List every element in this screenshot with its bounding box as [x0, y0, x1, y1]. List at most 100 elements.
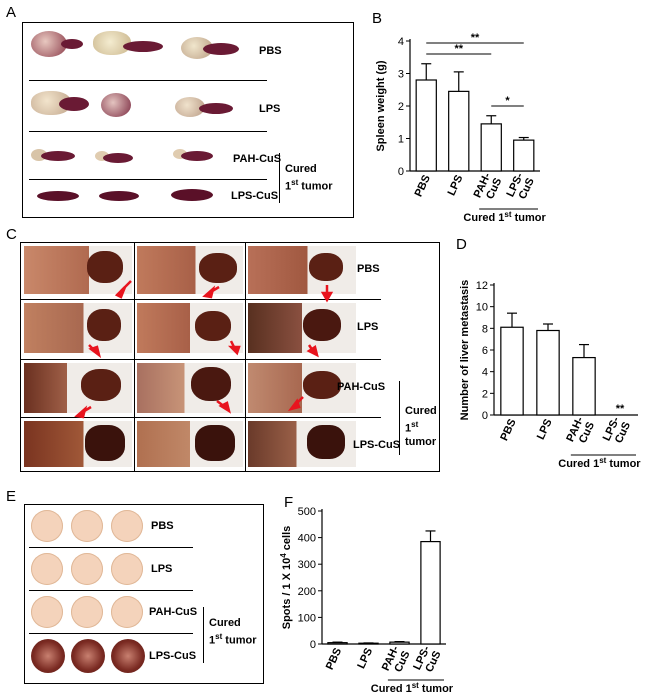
bar	[448, 90, 470, 172]
y-tick-label: 2	[482, 388, 488, 400]
y-axis-label: Spleen weight (g)	[375, 60, 387, 151]
y-tick-label: 10	[476, 302, 488, 314]
elispot-well	[31, 553, 63, 585]
significance-label: **	[454, 43, 463, 55]
bar	[572, 356, 596, 416]
y-tick-label: 3	[398, 69, 404, 81]
bar	[480, 123, 502, 172]
spleen-sample	[101, 93, 131, 117]
liver-photo	[87, 309, 121, 341]
y-tick-label: 8	[482, 323, 488, 335]
bar	[513, 139, 535, 172]
spleen-sample	[175, 97, 205, 117]
y-axis-label: Spots / 1 X 104 cells	[279, 526, 293, 630]
divider	[29, 590, 193, 591]
panel-label-a: A	[6, 4, 17, 21]
y-tick-label: 4	[398, 36, 404, 48]
group-label: Cured 1st tumor	[558, 456, 641, 470]
panel-e-photo: PBS LPS PAH-CuS LPS-CuS Cured 1st tumor	[24, 504, 264, 684]
group-label-pah-cus: PAH-CuS	[233, 153, 282, 165]
group-label-pah-cus: PAH-CuS	[149, 606, 198, 618]
panel-c-photo: PBS LPS PAH-CuS LPS-CuS Cured 1st tumor	[20, 242, 440, 472]
spleen-sample	[171, 189, 213, 201]
divider	[21, 299, 381, 300]
liver-photo	[195, 425, 235, 461]
significance-label: **	[471, 32, 480, 44]
spleen-sample	[199, 103, 233, 114]
significance-label: **	[616, 403, 625, 415]
spleen-sample	[181, 37, 213, 59]
bracket-label: Cured 1st tumor	[285, 163, 333, 193]
x-tick-label: PBS	[498, 417, 518, 443]
panel-label-c: C	[6, 226, 17, 243]
y-tick-label: 2	[398, 101, 404, 113]
spleen-sample	[99, 191, 139, 201]
y-tick-label: 0	[482, 410, 488, 422]
y-axis-label: Number of liver metastasis	[459, 280, 471, 421]
elispot-well	[111, 596, 143, 628]
divider	[29, 80, 267, 81]
elispot-well	[111, 510, 143, 542]
elispot-well	[71, 639, 105, 673]
liver-photo	[303, 371, 341, 399]
y-tick-label: 0	[398, 166, 404, 178]
spleen-sample	[203, 43, 239, 55]
elispot-well	[71, 553, 103, 585]
divider	[29, 131, 267, 132]
group-label-pbs: PBS	[357, 263, 380, 275]
bar	[415, 79, 437, 172]
column-divider	[245, 243, 246, 471]
chart-elispot-spots: 0 100 200 300 400 500 Spots / 1 X 104 cells PBS…	[279, 506, 454, 694]
x-tick-label: LPS-CuS	[504, 171, 536, 204]
divider	[21, 359, 381, 360]
bracket-line	[203, 607, 204, 663]
group-label-lps-cus: LPS-CuS	[231, 190, 279, 202]
divider	[29, 179, 267, 180]
elispot-well	[71, 596, 103, 628]
metastasis-arrows	[74, 280, 334, 419]
liver-photo	[303, 309, 341, 341]
group-label-lps: LPS	[357, 321, 379, 333]
x-tick-label: PAH-CuS	[472, 171, 505, 205]
spleen-sample	[59, 97, 89, 111]
spleen-sample	[41, 151, 75, 161]
bracket-line	[279, 153, 280, 203]
x-tick-label: LPS	[446, 173, 466, 197]
bar	[420, 540, 441, 645]
bar	[536, 329, 560, 416]
spleen-sample	[173, 149, 187, 159]
divider	[29, 547, 193, 548]
group-label-lps: LPS	[259, 103, 281, 115]
spleen-sample	[123, 41, 163, 52]
x-tick-label: LPS	[355, 646, 375, 670]
bracket-line	[399, 381, 400, 455]
x-tick-label: LPS-CuS	[601, 415, 633, 448]
column-divider	[134, 243, 135, 471]
spleen-sample	[37, 191, 79, 201]
liver-photo	[307, 425, 345, 459]
elispot-well	[71, 510, 103, 542]
group-label-lps: LPS	[151, 563, 173, 575]
group-label-pbs: PBS	[151, 520, 174, 532]
liver-photo	[199, 253, 237, 283]
x-tick-label: PBS	[413, 173, 433, 199]
y-tick-label: 0	[310, 639, 316, 651]
liver-photo	[195, 311, 231, 341]
y-tick-label: 4	[482, 367, 488, 379]
bracket-label: Cured 1st tumor	[405, 405, 437, 448]
liver-photo	[81, 369, 121, 401]
x-tick-label: LPS-CuS	[411, 644, 443, 677]
spleen-sample	[181, 151, 213, 161]
bracket-label: Cured 1st tumor	[209, 617, 257, 647]
elispot-well	[111, 639, 145, 673]
panel-label-f: F	[284, 494, 294, 511]
group-label-pbs: PBS	[259, 45, 282, 57]
x-tick-label: LPS	[535, 417, 555, 441]
elispot-well	[31, 510, 63, 542]
elispot-well	[111, 553, 143, 585]
bar	[327, 642, 348, 645]
panel-a-photo: PBS LPS PAH-CuS LPS-CuS Cured 1st tumor	[22, 22, 354, 218]
group-label-lps-cus: LPS-CuS	[353, 439, 401, 451]
y-tick-label: 12	[476, 280, 488, 292]
elispot-well	[31, 596, 63, 628]
